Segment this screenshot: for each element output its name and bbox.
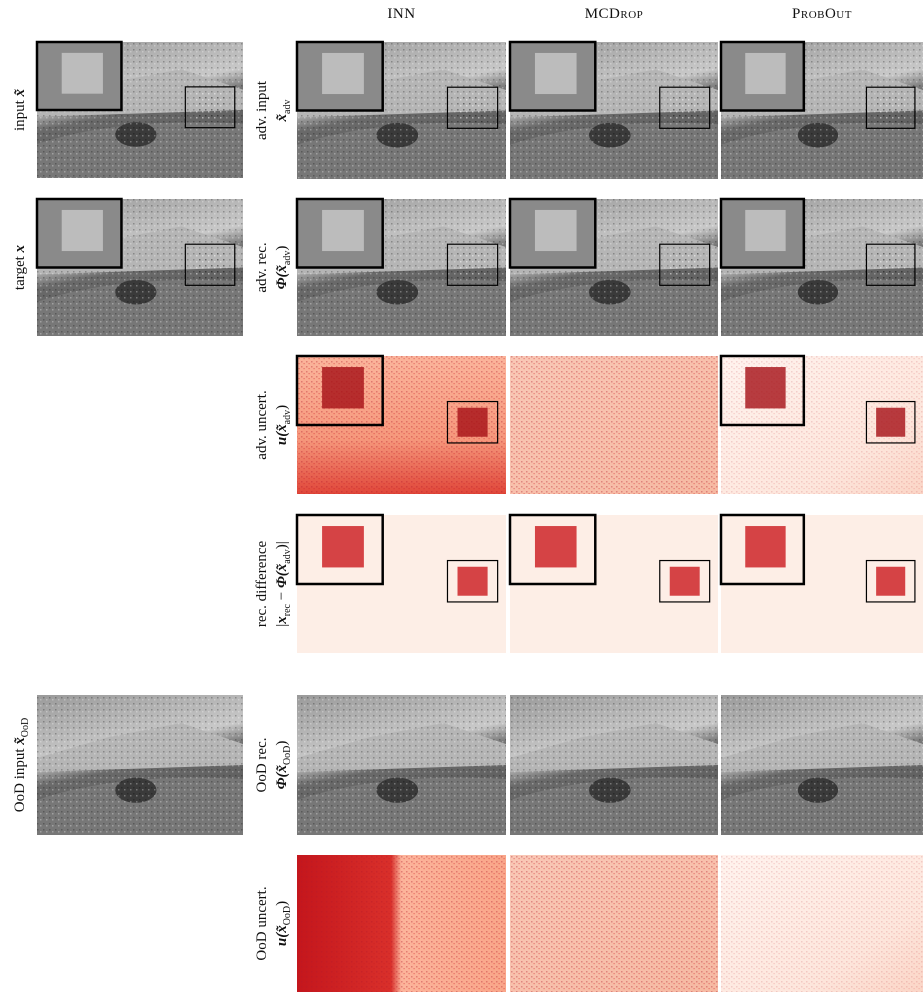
row-label: rec. difference — [254, 540, 270, 627]
text-part: ) — [274, 741, 290, 746]
patch — [458, 250, 488, 279]
image-panel — [721, 855, 923, 992]
text-part: − — [274, 588, 290, 604]
row-label: OoD rec. — [254, 738, 270, 793]
text-part: )| — [274, 541, 290, 549]
subscript: rec — [282, 603, 293, 616]
row-label: target x — [12, 244, 28, 290]
patch-zoom — [62, 210, 103, 251]
math-symbol: u(x̃ — [274, 424, 290, 445]
image-panel — [721, 42, 923, 179]
figure: INN MCDrop ProbOut input x̃ target x OoD inpu… — [0, 0, 923, 994]
column-header: INN — [387, 6, 415, 22]
math-symbol: x — [12, 244, 28, 253]
text-part: OoD input — [12, 745, 28, 813]
image-panel — [297, 515, 506, 653]
patch-zoom — [322, 210, 364, 251]
subscript: adv — [282, 549, 293, 563]
patch-zoom — [322, 526, 364, 567]
image-panel — [297, 356, 506, 494]
patch-zoom — [745, 53, 785, 94]
patch-zoom — [745, 210, 785, 251]
row-label-math: Φ(x̃OoD​) — [274, 741, 293, 790]
image-panel — [721, 515, 923, 653]
image-panel — [721, 695, 923, 835]
image-panel — [297, 695, 506, 835]
patch — [458, 93, 488, 122]
subscript: OoD — [282, 906, 293, 925]
grain — [721, 855, 923, 992]
patch-zoom — [62, 53, 103, 94]
patch-zoom — [322, 367, 364, 408]
text-part: input — [12, 96, 28, 131]
patch — [670, 93, 700, 122]
image-panel — [510, 515, 718, 653]
subscript: OoD — [282, 746, 293, 765]
grain — [510, 356, 718, 494]
grain — [297, 695, 506, 835]
patch — [876, 250, 905, 279]
row-label: adv. input — [254, 80, 270, 140]
patch — [458, 567, 488, 596]
math-symbol: Φ(x̃ — [274, 764, 290, 789]
row-label: OoD input x̃OoD​ — [12, 718, 31, 812]
column-header: ProbOut — [792, 6, 852, 22]
patch — [195, 93, 225, 122]
grain — [510, 855, 718, 992]
image-panel — [37, 42, 243, 178]
subscript: adv — [282, 410, 293, 424]
patch-zoom — [745, 367, 785, 408]
image-panel — [297, 855, 506, 992]
image-panel — [510, 199, 718, 336]
row-label: OoD uncert. — [254, 886, 270, 960]
math-symbol: Φ(x̃ — [274, 264, 290, 289]
grain — [297, 855, 506, 992]
patch-zoom — [322, 53, 364, 94]
patch — [670, 567, 700, 596]
math-symbol: x̃ — [12, 88, 28, 97]
grain — [510, 695, 718, 835]
image-panel — [721, 199, 923, 336]
row-label: adv. uncert. — [254, 390, 270, 459]
patch-zoom — [745, 526, 785, 567]
subscript: adv — [282, 251, 293, 265]
image-panel — [510, 695, 718, 835]
column-header: MCDrop — [585, 6, 644, 22]
text-part: ) — [274, 405, 290, 410]
text-part: ) — [274, 246, 290, 251]
row-label-math: u(x̃OoD​) — [274, 901, 293, 946]
subscript: OoD — [20, 718, 31, 737]
text-part: target — [12, 252, 28, 290]
patch-zoom — [535, 210, 577, 251]
math-symbol: Φ(x̃ — [274, 563, 290, 588]
image-panel — [721, 356, 923, 494]
patch-zoom — [535, 53, 577, 94]
patch — [876, 567, 905, 596]
patch — [876, 93, 905, 122]
patch — [458, 408, 488, 437]
patch — [670, 250, 700, 279]
grain — [37, 695, 243, 835]
row-label: adv. rec. — [254, 242, 270, 292]
image-panel — [510, 855, 718, 992]
row-label-math: |xrec​ − Φ(x̃adv​)| — [274, 541, 293, 627]
subscript: adv — [282, 100, 293, 114]
image-panel — [510, 42, 718, 179]
text-part: ) — [274, 901, 290, 906]
image-panel — [37, 199, 243, 336]
patch — [876, 408, 905, 437]
row-label-math: x̃adv​ — [274, 100, 293, 123]
grain — [721, 695, 923, 835]
image-panel — [510, 356, 718, 494]
row-label: input x̃ — [12, 88, 28, 131]
row-label-math: u(x̃adv​) — [274, 405, 293, 445]
image-panel — [37, 695, 243, 835]
image-panel — [297, 199, 506, 336]
image-panel — [297, 42, 506, 179]
math-symbol: u(x̃ — [274, 925, 290, 946]
row-label-math: Φ(x̃adv​) — [274, 246, 293, 290]
patch-zoom — [535, 526, 577, 567]
patch — [195, 250, 225, 279]
